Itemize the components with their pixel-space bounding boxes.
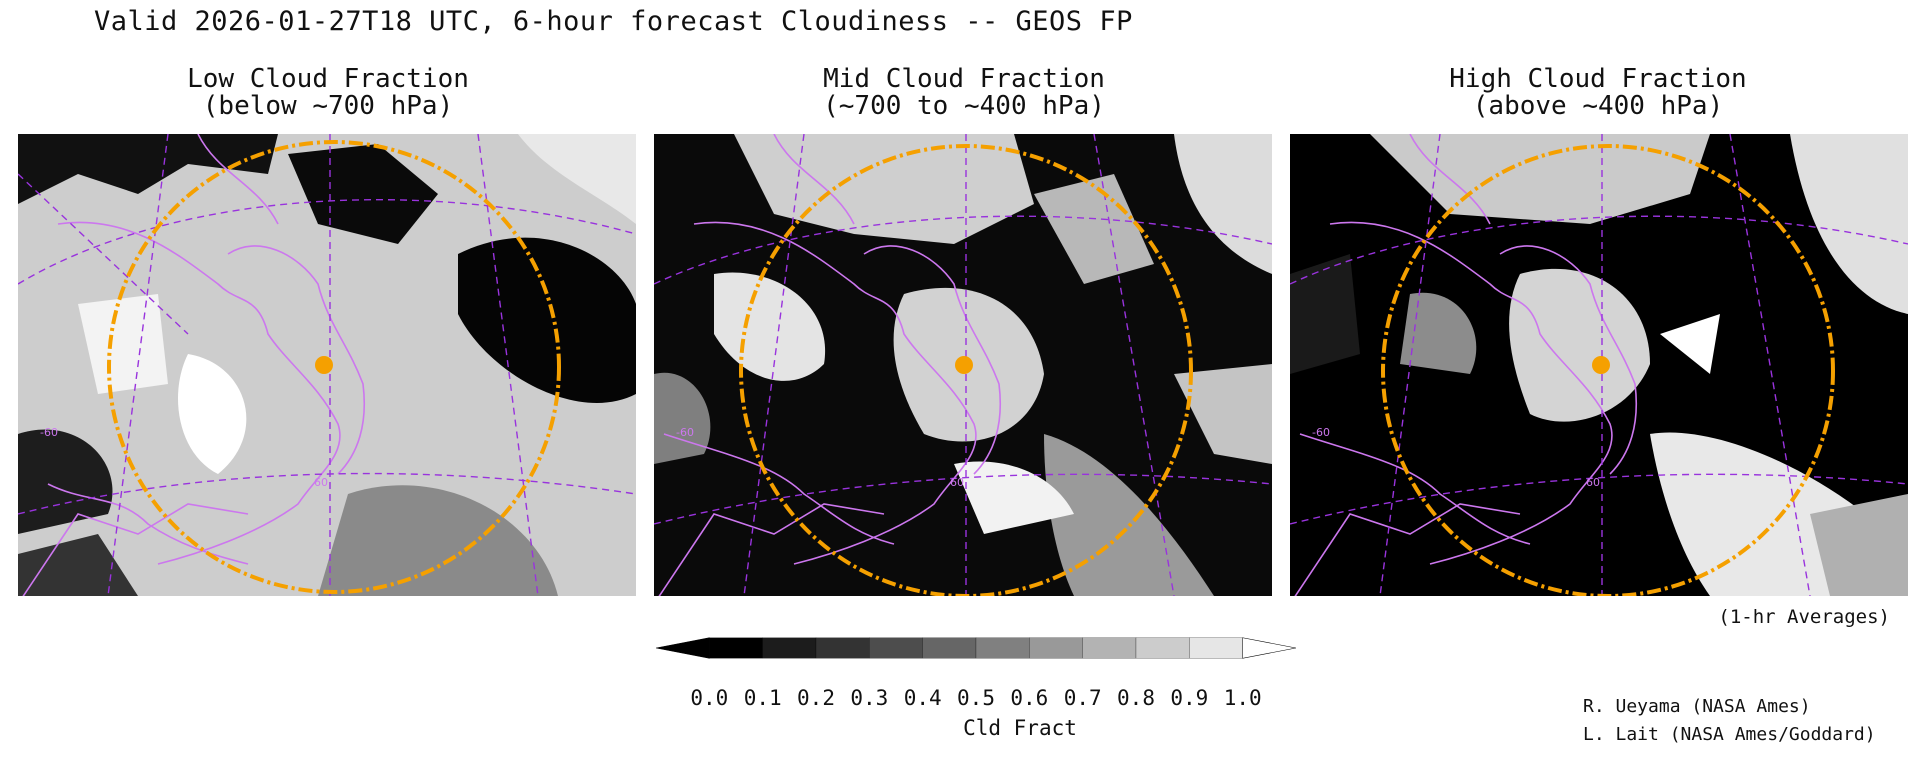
panel-title-low-line1: Low Cloud Fraction [187,64,469,94]
site-marker [315,356,333,374]
colorbar-tick-label: 0.8 [1117,686,1155,710]
range-ring [1381,144,1835,596]
colorbar-under-triangle [656,637,710,659]
lon-label: -60 [1312,426,1330,439]
colorbar-tick-label: 0.7 [1063,686,1102,710]
colorbar-cell [709,637,763,659]
lat-lon-grid [18,134,636,596]
coastline-overlay [1294,134,1638,596]
coastline-overlay [22,134,366,596]
credit-line-2: L. Lait (NASA Ames/Goddard) [1583,724,1876,745]
panel-title-high: High Cloud Fraction (above ~400 hPa) [1318,66,1878,120]
colorbar-cell [975,637,1030,659]
colorbar-tick-label: 0.0 [690,686,729,710]
colorbar-cell [762,637,817,659]
averaging-note: (1-hr Averages) [1718,606,1890,628]
lat-label: 60 [950,476,964,489]
panel-title-mid-line1: Mid Cloud Fraction [823,64,1105,94]
colorbar-tick-label: 1.0 [1223,686,1262,710]
lat-label: 60 [314,476,328,489]
map-panel-mid-cloud: 60 -60 [654,134,1272,596]
panel-title-mid-line2: (~700 to ~400 hPa) [823,91,1105,121]
colorbar-tick-label: 0.2 [797,686,835,710]
site-marker [1592,356,1610,374]
colorbar-cell [1029,637,1083,659]
lon-label: -60 [676,426,694,439]
panel-title-low-line2: (below ~700 hPa) [202,91,454,121]
colorbar-cell [815,637,870,659]
colorbar [656,637,1296,659]
lat-label: 60 [1586,476,1600,489]
credit-line-1: R. Ueyama (NASA Ames) [1583,696,1811,717]
colorbar-tick-label: 0.3 [850,686,889,710]
colorbar-tick-label: 0.9 [1170,686,1209,710]
panel-title-high-line2: (above ~400 hPa) [1472,91,1724,121]
colorbar-cell [869,637,923,659]
colorbar-cell [1135,637,1190,659]
colorbar-cell [1082,637,1137,659]
colorbar-over-triangle [1242,637,1296,659]
range-ring [739,144,1193,596]
panel-title-high-line1: High Cloud Fraction [1449,64,1747,94]
colorbar-cell [1189,637,1243,659]
colorbar-tick-label: 0.6 [1010,686,1049,710]
colorbar-label: Cld Fract [963,716,1077,740]
site-marker [955,356,973,374]
map-panel-high-cloud: 60 -60 [1290,134,1908,596]
figure-title: Valid 2026-01-27T18 UTC, 6-hour forecast… [94,6,1133,37]
colorbar-tick-label: 0.1 [743,686,782,710]
colorbar-tick-label: 0.5 [957,686,995,710]
lon-label: -60 [40,426,58,439]
coastline-overlay [658,134,1002,596]
colorbar-tick-label: 0.4 [903,686,942,710]
panel-title-mid: Mid Cloud Fraction (~700 to ~400 hPa) [684,66,1244,120]
colorbar-cell [922,637,977,659]
map-panel-low-cloud: 60 -60 [18,134,636,596]
range-ring [107,140,561,594]
panel-title-low: Low Cloud Fraction (below ~700 hPa) [48,66,608,120]
